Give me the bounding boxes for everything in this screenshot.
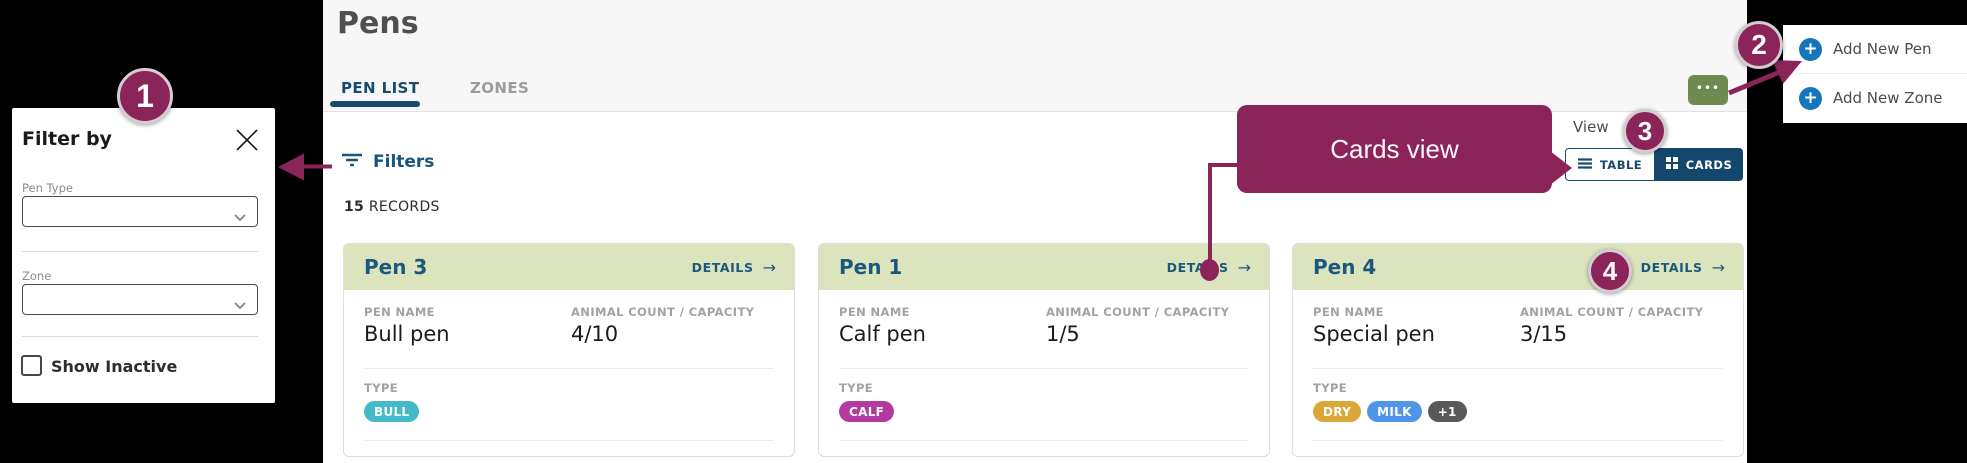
pen-card: Pen 1 DETAILS → PEN NAME Calf pen ANIMAL… [818,243,1270,457]
plus-icon: + [1799,87,1822,110]
card-divider [364,440,774,441]
table-view-button[interactable]: TABLE [1565,148,1655,181]
chevron-down-icon [234,209,246,225]
tab-pen-list[interactable]: PEN LIST [341,79,420,97]
cards-button-label: CARDS [1685,157,1733,172]
pen-type-label: Pen Type [22,181,73,195]
annotation-badge-3: 3 [1623,109,1667,153]
panel-divider [22,336,258,337]
list-icon [1577,157,1592,172]
zone-label: Zone [22,269,52,283]
type-badges: CALF [839,401,895,422]
card-header [344,244,794,290]
details-link[interactable]: DETAILS → [692,244,776,290]
add-menu: + Add New Pen + Add New Zone [1783,25,1967,123]
pen-type-select[interactable] [22,196,258,227]
ellipsis-icon: ••• [1695,81,1721,95]
capacity-label: ANIMAL COUNT / CAPACITY [1520,305,1704,319]
panel-divider [22,251,258,252]
card-title: Pen 4 [1313,255,1377,279]
arrow-right-icon: → [762,257,776,277]
details-link[interactable]: DETAILS → [1641,244,1725,290]
filters-button[interactable]: Filters [341,152,434,172]
details-label: DETAILS [1640,259,1703,275]
pen-name-label: PEN NAME [364,305,435,319]
pen-name-label: PEN NAME [1313,305,1384,319]
type-badge: DRY [1313,401,1362,422]
records-count: 15 RECORDS [344,199,440,215]
pen-name-value: Calf pen [839,322,926,346]
table-button-label: TABLE [1599,157,1643,172]
capacity-label: ANIMAL COUNT / CAPACITY [1046,305,1230,319]
card-divider [839,440,1249,441]
pen-card: Pen 4 DETAILS → PEN NAME Special pen ANI… [1292,243,1744,457]
card-divider [839,368,1249,369]
card-header [819,244,1269,290]
more-actions-button[interactable]: ••• [1688,75,1728,105]
view-label: View [1573,118,1609,136]
filter-funnel-icon [341,152,363,172]
show-inactive-label: Show Inactive [51,357,178,376]
annotation-badge-1: 1 [117,68,173,124]
active-tab-underline [330,101,420,107]
menu-item-add-new-pen[interactable]: + Add New Pen [1783,25,1967,73]
card-divider [364,368,774,369]
zone-select[interactable] [22,284,258,315]
pens-page: Pens PEN LIST ZONES ••• Filters 15 RECOR… [323,0,1747,463]
type-label: TYPE [1313,381,1348,395]
plus-icon: + [1799,38,1822,61]
card-title: Pen 1 [839,255,903,279]
card-divider [1313,368,1723,369]
annotation-badge-2: 2 [1735,21,1783,69]
filter-panel-title: Filter by [22,128,112,150]
details-label: DETAILS [1166,259,1229,275]
menu-divider [1783,73,1967,74]
type-label: TYPE [839,381,874,395]
type-badge: MILK [1367,401,1422,422]
records-word: RECORDS [368,199,440,215]
type-badge: CALF [839,401,895,422]
pen-name-label: PEN NAME [839,305,910,319]
pen-card: Pen 3 DETAILS → PEN NAME Bull pen ANIMAL… [343,243,795,457]
pen-name-value: Bull pen [364,322,450,346]
type-badges: DRY MILK +1 [1313,401,1467,422]
cards-view-callout: Cards view [1237,105,1552,193]
pen-name-value: Special pen [1313,322,1435,346]
capacity-label: ANIMAL COUNT / CAPACITY [571,305,755,319]
show-inactive-checkbox[interactable] [21,355,42,376]
details-link[interactable]: DETAILS → [1167,244,1251,290]
card-title: Pen 3 [364,255,428,279]
type-badge: BULL [364,401,420,422]
annotation-badge-4: 4 [1588,249,1632,293]
card-header [1293,244,1743,290]
close-icon[interactable] [234,127,260,153]
menu-item-label: Add New Zone [1833,89,1943,107]
page-header [323,0,1747,112]
chevron-down-icon [234,297,246,313]
grid-icon [1665,157,1678,172]
type-badge: +1 [1427,401,1467,422]
tab-zones[interactable]: ZONES [470,79,530,97]
arrow-right-icon: → [1711,257,1725,277]
cards-view-button[interactable]: CARDS [1655,148,1743,181]
capacity-value: 4/10 [571,322,619,346]
filters-label: Filters [373,152,435,172]
arrow-right-icon: → [1237,257,1251,277]
details-label: DETAILS [691,259,754,275]
view-toggle: TABLE CARDS [1565,148,1743,181]
type-label: TYPE [364,381,399,395]
capacity-value: 3/15 [1520,322,1568,346]
type-badges: BULL [364,401,420,422]
filter-panel: Filter by Pen Type Zone Show Inactive [12,108,275,403]
page-title: Pens [337,6,419,41]
card-divider [1313,440,1723,441]
menu-item-label: Add New Pen [1833,40,1932,58]
capacity-value: 1/5 [1046,322,1080,346]
records-number: 15 [344,199,365,215]
menu-item-add-new-zone[interactable]: + Add New Zone [1783,74,1967,122]
